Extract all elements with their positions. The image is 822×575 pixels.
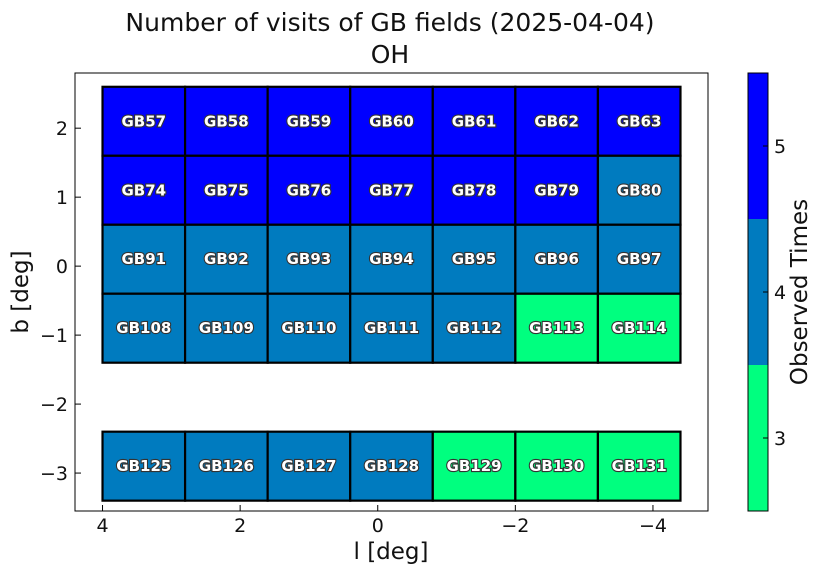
field-labels: GB57 GB58 GB59 GB60 GB61 GB62 GB63 GB74 GB75 GB76… (115, 111, 668, 476)
colorbar-tick-label: 3 (774, 428, 786, 450)
colorbar-segment-4 (748, 219, 768, 365)
colorbar-segment-3 (748, 365, 768, 511)
field-cell-gb127 (266, 430, 352, 502)
field-label-gb97: GB97 (617, 250, 662, 268)
field-cell-gb131 (596, 430, 682, 502)
field-label-gb59: GB59 (287, 112, 332, 130)
field-label-gb128: GB128 (364, 457, 419, 475)
field-cell-gb95 (431, 223, 517, 295)
y-tick-label: −1 (40, 325, 68, 347)
y-tick-label: −3 (40, 463, 68, 485)
field-cell-gb125 (101, 430, 187, 502)
field-label-gb58: GB58 (204, 112, 249, 130)
field-cell-gb113 (514, 292, 600, 364)
chart-title: Number of visits of GB fields (2025-04-0… (125, 8, 654, 37)
field-label-gb96: GB96 (534, 250, 579, 268)
colorbar-label: Observed Times (787, 199, 813, 385)
field-label-gb60: GB60 (369, 112, 414, 130)
field-label-gb62: GB62 (534, 112, 579, 130)
field-cell-gb76 (266, 154, 352, 226)
field-label-gb126: GB126 (199, 457, 254, 475)
x-tick-label: 0 (372, 515, 384, 537)
y-tick-label: 1 (56, 187, 68, 209)
x-tick-label: −4 (639, 515, 667, 537)
field-label-gb114: GB114 (612, 319, 667, 337)
y-tick-label: 2 (56, 118, 68, 140)
field-cell-gb108 (101, 292, 187, 364)
field-label-gb61: GB61 (452, 112, 497, 130)
field-label-gb109: GB109 (199, 319, 254, 337)
field-label-gb74: GB74 (121, 181, 166, 199)
colorbar-tick-label: 5 (774, 136, 786, 158)
field-label-gb75: GB75 (204, 181, 249, 199)
field-label-gb131: GB131 (612, 457, 667, 475)
field-cells (101, 85, 682, 502)
field-cell-gb57 (101, 85, 187, 157)
field-cell-gb109 (183, 292, 269, 364)
field-label-gb76: GB76 (287, 181, 332, 199)
y-tick-label: 0 (56, 256, 68, 278)
field-label-gb94: GB94 (369, 250, 414, 268)
field-label-gb125: GB125 (116, 457, 171, 475)
field-label-gb130: GB130 (529, 457, 584, 475)
field-label-gb80: GB80 (617, 181, 662, 199)
field-cell-gb96 (514, 223, 600, 295)
field-label-gb110: GB110 (281, 319, 336, 337)
field-cell-gb58 (183, 85, 269, 157)
field-label-gb63: GB63 (617, 112, 662, 130)
colorbar-segment-5 (748, 73, 768, 219)
x-tick-label: −2 (501, 515, 529, 537)
plot-frame (74, 72, 709, 512)
colorbar-ticks: 3 4 5 (763, 136, 786, 450)
field-label-gb113: GB113 (529, 319, 584, 337)
field-label-gb79: GB79 (534, 181, 579, 199)
field-cell-gb94 (349, 223, 434, 295)
field-cell-gb114 (596, 292, 682, 364)
x-tick-label: 4 (96, 515, 108, 537)
field-label-gb78: GB78 (452, 181, 497, 199)
field-label-gb77: GB77 (369, 181, 414, 199)
chart-subtitle: OH (371, 40, 409, 69)
field-label-gb111: GB111 (364, 319, 419, 337)
field-label-gb95: GB95 (452, 250, 497, 268)
field-label-gb57: GB57 (121, 112, 166, 130)
field-cell-gb93 (266, 223, 352, 295)
y-axis-label: b [deg] (8, 250, 34, 333)
y-tick-label: −2 (40, 394, 68, 416)
field-label-gb112: GB112 (447, 319, 502, 337)
field-cell-gb92 (183, 223, 269, 295)
y-axis-ticks: 2 1 0 −1 −2 −3 (40, 118, 81, 485)
field-cell-gb80 (596, 154, 682, 226)
field-cell-gb130 (514, 430, 600, 502)
field-label-gb108: GB108 (116, 319, 171, 337)
field-cell-gb74 (101, 154, 187, 226)
field-cell-gb111 (349, 292, 434, 364)
field-label-gb91: GB91 (121, 250, 166, 268)
field-label-gb92: GB92 (204, 250, 249, 268)
field-cell-gb62 (514, 85, 600, 157)
x-axis-label: l [deg] (354, 539, 429, 565)
field-label-gb127: GB127 (281, 457, 336, 475)
field-cell-gb97 (596, 223, 682, 295)
field-cell-gb78 (431, 154, 517, 226)
x-tick-label: 2 (234, 515, 246, 537)
x-axis-ticks: 4 2 0 −2 −4 (96, 505, 667, 537)
colorbar-tick-label: 4 (774, 282, 786, 304)
field-label-gb129: GB129 (447, 457, 502, 475)
field-label-gb93: GB93 (287, 250, 332, 268)
